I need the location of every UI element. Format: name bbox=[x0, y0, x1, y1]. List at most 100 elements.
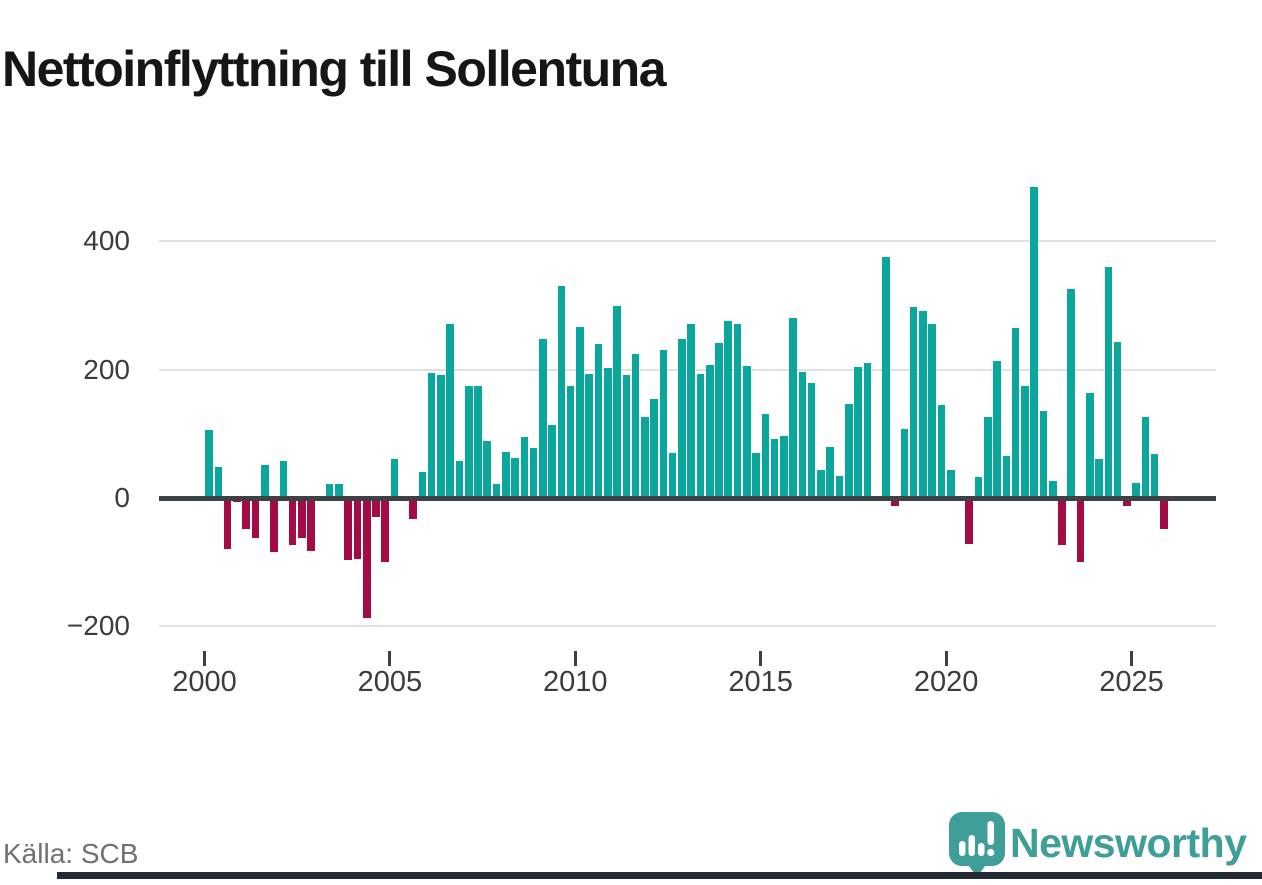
bar-2022-Q1 bbox=[1021, 385, 1029, 498]
bottom-accent-bar bbox=[57, 872, 1262, 879]
x-axis-label-2010: 2010 bbox=[543, 666, 608, 698]
bar-2020-Q1 bbox=[946, 469, 955, 498]
zero-axis-line bbox=[159, 495, 1216, 501]
x-axis-tick-2025 bbox=[1130, 651, 1133, 666]
bar-2004-Q3 bbox=[372, 498, 380, 518]
bar-2019-Q3 bbox=[928, 324, 936, 498]
bar-2009-Q2 bbox=[548, 424, 556, 498]
x-axis-tick-2005 bbox=[388, 651, 392, 666]
bar-2019-Q1 bbox=[909, 307, 918, 498]
bar-2001-Q1 bbox=[242, 498, 251, 529]
newsworthy-bubble-chart-icon bbox=[949, 812, 1005, 877]
newsworthy-logo bbox=[946, 810, 1008, 880]
bar-2022-Q3 bbox=[1039, 411, 1048, 498]
bar-2004-Q1 bbox=[353, 498, 362, 559]
x-axis-label-2000: 2000 bbox=[172, 666, 237, 698]
gridline-y--200 bbox=[159, 625, 1216, 628]
bar-2025-Q3 bbox=[1150, 453, 1159, 498]
bar-2007-Q2 bbox=[474, 385, 482, 498]
bar-2020-Q4 bbox=[974, 476, 983, 498]
bar-2003-Q4 bbox=[344, 498, 352, 560]
bar-2013-Q1 bbox=[687, 324, 695, 498]
bar-2015-Q1 bbox=[761, 413, 770, 498]
bar-2007-Q3 bbox=[483, 440, 492, 498]
bar-2003-Q3 bbox=[335, 483, 343, 498]
bar-2005-Q1 bbox=[390, 459, 399, 498]
bar-2023-Q2 bbox=[1067, 289, 1076, 498]
bar-2001-Q4 bbox=[270, 498, 278, 552]
x-axis-label-2015: 2015 bbox=[728, 666, 793, 698]
y-axis-label--200: −200 bbox=[66, 610, 130, 642]
bar-2006-Q2 bbox=[437, 375, 445, 498]
x-axis-label-2025: 2025 bbox=[1099, 666, 1164, 698]
bar-2008-Q1 bbox=[501, 451, 510, 498]
x-axis-label-2020: 2020 bbox=[913, 666, 979, 698]
bar-2012-Q4 bbox=[678, 338, 686, 498]
bar-2012-Q1 bbox=[650, 399, 658, 498]
bar-2001-Q3 bbox=[260, 464, 269, 498]
bar-2000-Q1 bbox=[205, 429, 213, 498]
bar-2012-Q3 bbox=[668, 453, 677, 498]
y-axis-label-0: 0 bbox=[114, 482, 130, 513]
bar-2014-Q4 bbox=[752, 453, 760, 498]
bar-2016-Q3 bbox=[817, 469, 825, 498]
bar-2014-Q2 bbox=[733, 324, 742, 498]
bar-2025-Q4 bbox=[1160, 498, 1168, 530]
x-axis-tick-2000 bbox=[203, 651, 206, 666]
bar-2016-Q4 bbox=[826, 446, 835, 498]
bar-2010-Q2 bbox=[585, 373, 593, 498]
bar-2004-Q2 bbox=[362, 498, 371, 618]
bar-2000-Q3 bbox=[223, 498, 232, 549]
bar-2009-Q3 bbox=[557, 285, 566, 498]
bar-2007-Q1 bbox=[464, 385, 473, 498]
bar-2008-Q3 bbox=[520, 437, 529, 498]
bar-2017-Q2 bbox=[844, 403, 853, 498]
bar-2009-Q1 bbox=[539, 338, 547, 498]
bar-2016-Q2 bbox=[807, 383, 816, 498]
bar-2018-Q3 bbox=[891, 498, 899, 506]
bar-2025-Q1 bbox=[1132, 483, 1140, 498]
bar-2013-Q4 bbox=[715, 342, 723, 498]
bar-2010-Q3 bbox=[594, 343, 603, 498]
bar-2018-Q2 bbox=[882, 257, 890, 498]
bar-2011-Q4 bbox=[641, 417, 649, 498]
bar-2011-Q3 bbox=[631, 354, 640, 498]
bar-2018-Q4 bbox=[900, 429, 909, 498]
bar-2010-Q4 bbox=[603, 367, 612, 498]
bar-2002-Q4 bbox=[307, 498, 315, 551]
bar-2024-Q3 bbox=[1113, 342, 1122, 498]
bar-2002-Q2 bbox=[288, 498, 297, 545]
bar-2016-Q1 bbox=[798, 371, 807, 498]
gridline-y-400 bbox=[159, 240, 1216, 243]
bar-2017-Q4 bbox=[863, 363, 872, 498]
bar-2021-Q3 bbox=[1002, 455, 1011, 498]
x-axis-tick-2010 bbox=[573, 651, 577, 666]
bar-2008-Q4 bbox=[529, 447, 538, 498]
x-axis-label-2005: 2005 bbox=[357, 666, 423, 698]
source-caption: Källa: SCB bbox=[3, 838, 139, 869]
bar-2006-Q3 bbox=[446, 324, 454, 498]
bar-2023-Q4 bbox=[1086, 392, 1094, 498]
bar-2004-Q4 bbox=[381, 498, 390, 563]
bar-2011-Q2 bbox=[622, 374, 631, 498]
bar-2001-Q2 bbox=[251, 498, 260, 538]
bar-2008-Q2 bbox=[511, 457, 519, 498]
bar-2017-Q1 bbox=[835, 475, 844, 498]
page-title: Nettoinflyttning till Sollentuna bbox=[2, 40, 667, 97]
bar-2007-Q4 bbox=[492, 483, 501, 498]
bar-2013-Q3 bbox=[705, 365, 714, 498]
bar-2019-Q4 bbox=[937, 404, 946, 498]
bar-2024-Q1 bbox=[1095, 458, 1103, 498]
bar-2014-Q3 bbox=[743, 365, 751, 498]
bar-2005-Q4 bbox=[418, 471, 427, 498]
bar-2021-Q4 bbox=[1011, 327, 1020, 498]
x-axis-tick-2015 bbox=[759, 651, 763, 666]
bar-2006-Q1 bbox=[427, 372, 436, 498]
bar-2023-Q1 bbox=[1058, 498, 1066, 545]
bar-2010-Q1 bbox=[576, 326, 584, 498]
bar-2002-Q1 bbox=[279, 461, 288, 498]
bar-2025-Q2 bbox=[1141, 416, 1150, 498]
bar-2015-Q2 bbox=[770, 438, 779, 498]
bar-2024-Q2 bbox=[1104, 266, 1113, 498]
